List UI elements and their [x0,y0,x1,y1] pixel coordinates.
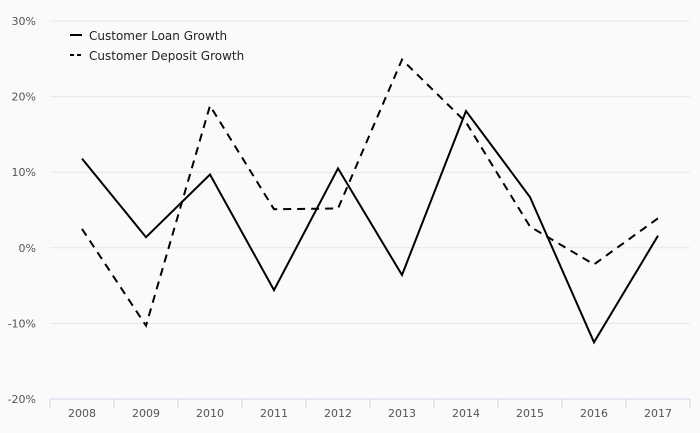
legend-label-deposit: Customer Deposit Growth [89,49,244,63]
legend: Customer Loan Growth Customer Deposit Gr… [70,29,244,63]
y-tick-label: 20% [12,91,36,104]
series-line-loan-growth[interactable] [81,108,659,345]
x-tick-label: 2010 [196,407,224,420]
y-tick-label: -20% [8,393,36,406]
x-tick-label: 2016 [580,407,608,420]
x-tick-label: 2008 [68,407,96,420]
legend-label-loan: Customer Loan Growth [89,29,227,43]
y-tick-label: 10% [12,166,36,179]
x-axis [49,398,691,408]
legend-item-deposit[interactable]: Customer Deposit Growth [70,49,244,63]
gridlines [50,20,690,324]
legend-item-loan[interactable]: Customer Loan Growth [70,29,227,43]
y-tick-label: 0% [19,242,36,255]
x-tick-label: 2017 [644,407,672,420]
y-tick-label: -10% [8,317,36,330]
x-tick-label: 2009 [132,407,160,420]
x-tick-label: 2011 [260,407,288,420]
series-line-deposit-growth[interactable] [81,57,659,329]
x-axis-tick-labels: 2008 2009 2010 2011 2012 2013 2014 2015 2016 2017 [68,407,672,420]
y-tick-label: 30% [12,15,36,28]
series-lines [81,57,659,345]
y-axis-tick-labels: -20% -10% 0% 10% 20% 30% [8,15,36,406]
x-tick-label: 2012 [324,407,352,420]
x-tick-label: 2013 [388,407,416,420]
x-tick-label: 2014 [452,407,480,420]
x-tick-label: 2015 [516,407,544,420]
